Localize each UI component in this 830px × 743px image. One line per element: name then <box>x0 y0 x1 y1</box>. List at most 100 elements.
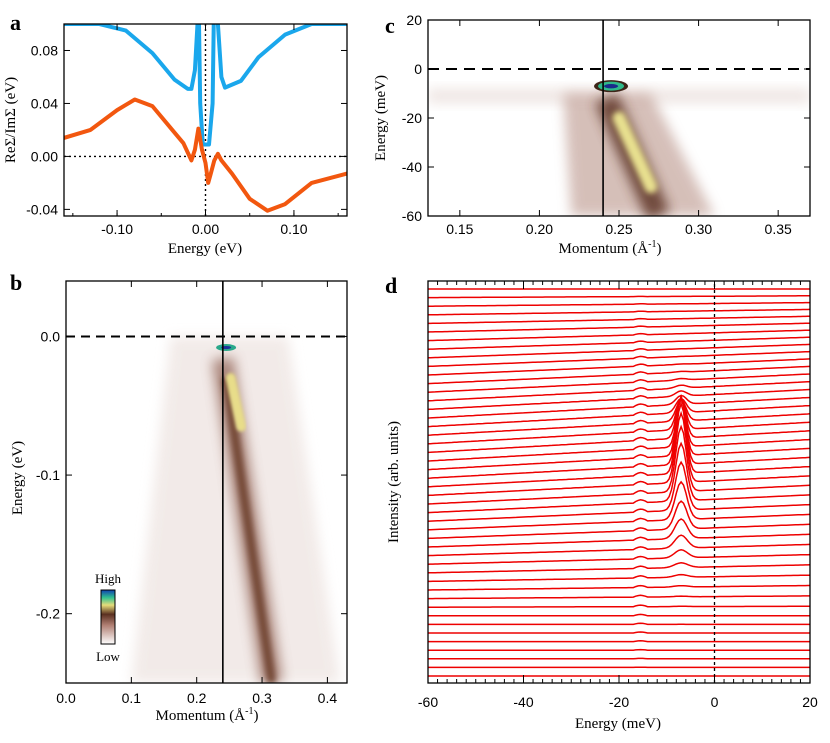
edc-curve <box>428 398 810 445</box>
edc-curve <box>428 584 810 591</box>
x-tick-label: 0.25 <box>605 221 632 237</box>
colorbar-low-label: Low <box>96 649 120 664</box>
band-bright-segment <box>225 373 247 432</box>
colorbar-high-label: High <box>95 571 122 586</box>
panel-a-xlabel: Energy (eV) <box>168 241 242 257</box>
band-core <box>221 377 277 683</box>
edc-curve <box>428 604 810 608</box>
edc-curve <box>428 401 810 488</box>
panel-b-xlabel-sup: -1 <box>245 706 253 717</box>
x-tick-label: 0.00 <box>192 221 219 237</box>
y-tick-label: -60 <box>402 208 422 224</box>
panel-d-xlabel: Energy (meV) <box>575 716 661 732</box>
edc-curve <box>428 648 810 651</box>
x-tick-label: 0.10 <box>280 221 307 237</box>
edc-curve <box>428 424 810 505</box>
x-tick-label: 0.3 <box>252 690 272 706</box>
edc-curve <box>428 549 810 565</box>
peak-highlight-inner <box>604 83 619 89</box>
edc-curve <box>428 594 810 600</box>
edc-curve <box>428 395 810 479</box>
band-bright-segment <box>612 111 658 194</box>
edc-curve <box>428 613 810 617</box>
edc-curve <box>428 396 810 454</box>
panel-a: -0.10 0.00 0.10 -0.04 0.00 0.04 0.08 Energy (e… <box>3 23 348 257</box>
colorbar-bar <box>100 589 116 645</box>
y-tick-label: 0.00 <box>31 148 58 164</box>
x-tick-label: 20 <box>802 694 818 710</box>
panel-d-frame <box>427 280 811 684</box>
edc-curve <box>428 640 810 643</box>
x-tick-label: 0.4 <box>318 690 338 706</box>
edc-curve <box>428 393 810 471</box>
panel-c-xlabel-close: ) <box>656 241 661 257</box>
panel-c-xlabel-sup: -1 <box>648 239 656 250</box>
edc-curve <box>428 500 810 540</box>
panel-b-xlabel: Momentum (Å-1) <box>156 706 259 724</box>
x-tick-label: -60 <box>418 694 438 710</box>
panel-c-ylabel: Energy (meV) <box>373 75 389 161</box>
y-tick-label: -20 <box>402 110 422 126</box>
edc-curve <box>428 358 810 376</box>
edc-curve <box>428 394 810 419</box>
y-tick-label: 20 <box>406 12 422 28</box>
edc-curve <box>428 365 810 385</box>
y-tick-label: 0 <box>414 61 422 77</box>
panel-label-a: a <box>10 10 21 35</box>
x-tick-label: 0.20 <box>526 221 553 237</box>
panel-label-b: b <box>10 270 22 295</box>
panel-a-ylabel: ReΣ/ImΣ (eV) <box>3 77 19 163</box>
panel-c: 0.15 0.20 0.25 0.30 0.35 20 0 -20 -40 -60 Momentu… <box>373 12 811 257</box>
x-tick-label: 0.0 <box>56 690 76 706</box>
y-tick-label: 0.04 <box>31 95 58 111</box>
edc-curve <box>428 460 810 522</box>
edc-curve <box>428 350 810 368</box>
y-tick-label: -0.1 <box>36 467 60 483</box>
edc-curve <box>428 295 810 299</box>
x-tick-label: 0.2 <box>187 690 207 706</box>
panel-c-xlabel: Momentum (Å-1) <box>559 239 662 257</box>
y-tick-label: -0.04 <box>26 201 58 217</box>
panel-b-xlabel-close: ) <box>253 708 258 724</box>
edc-curve <box>428 631 810 634</box>
panel-b-ylabel: Energy (eV) <box>10 441 26 515</box>
edc-curve <box>428 573 810 583</box>
edc-curve <box>428 441 810 514</box>
edc-curve <box>428 394 810 462</box>
edc-curve <box>428 397 810 428</box>
x-tick-label: 0.30 <box>685 221 712 237</box>
edc-curve <box>428 480 810 531</box>
edc-curve <box>428 534 810 557</box>
edc-curve <box>428 388 810 411</box>
edc-curve <box>428 622 810 626</box>
panel-c-xlabel-main: Momentum (Å <box>559 241 649 257</box>
series-line-re <box>64 97 347 213</box>
series-line-im <box>64 24 347 147</box>
panel-d: -60 -40 -20 0 20 Energy (meV) Intensity (arb… <box>386 280 818 732</box>
panel-d-ylabel: Intensity (arb. units) <box>386 421 402 543</box>
panel-b: 0.0 0.1 0.2 0.3 0.4 0.0 -0.1 -0.2 High Low Mome… <box>10 280 348 724</box>
panel-label-d: d <box>385 273 397 298</box>
x-tick-label: 0.15 <box>446 221 473 237</box>
edc-curve <box>428 315 810 325</box>
panel-b-frame <box>65 280 348 684</box>
colorbar: High Low <box>95 571 122 664</box>
edc-curve <box>428 329 810 342</box>
x-tick-label: 0 <box>711 694 719 710</box>
edc-curve <box>428 380 810 402</box>
edc-curve <box>428 398 810 436</box>
y-tick-label: 0.0 <box>41 328 61 344</box>
edc-curve <box>428 336 810 350</box>
edc-curve <box>428 562 810 574</box>
y-tick-label: -40 <box>402 159 422 175</box>
panel-b-xlabel-main: Momentum (Å <box>156 708 246 724</box>
y-tick-label: 0.08 <box>31 42 58 58</box>
x-tick-label: -40 <box>513 694 533 710</box>
panel-label-c: c <box>385 13 395 38</box>
x-tick-label: -20 <box>609 694 629 710</box>
edc-curve <box>428 343 810 359</box>
x-tick-label: -0.10 <box>101 221 133 237</box>
edc-curve <box>428 518 810 548</box>
edc-curve <box>428 301 810 307</box>
